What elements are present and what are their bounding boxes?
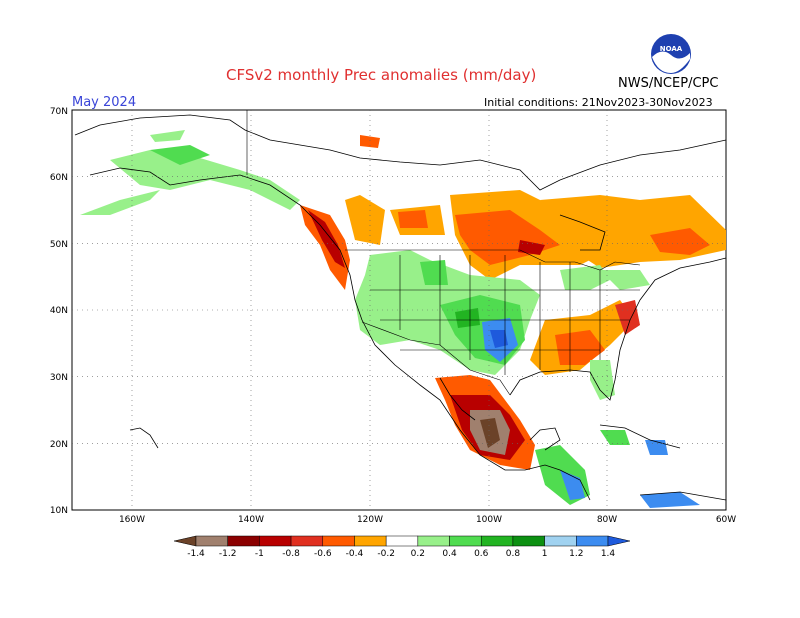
lat-label: 20N bbox=[50, 440, 68, 450]
colorbar-label: -1.4 bbox=[187, 549, 205, 559]
colorbar-segment bbox=[480, 535, 514, 547]
lat-label: 40N bbox=[50, 306, 68, 316]
latitude-labels: 70N 60N 50N 40N 30N 20N 10N bbox=[50, 107, 68, 516]
colorbar-segment bbox=[576, 535, 609, 547]
colorbar-segment bbox=[322, 535, 355, 547]
noaa-logo: NOAA bbox=[651, 34, 691, 74]
longitude-labels: 160W 140W 120W 100W 80W 60W bbox=[119, 515, 736, 525]
forecast-month: May 2024 bbox=[72, 95, 137, 110]
colorbar-label: 1 bbox=[542, 549, 548, 559]
coastlines bbox=[74, 114, 727, 501]
colorbar-label: -0.2 bbox=[377, 549, 395, 559]
map-title: CFSv2 monthly Prec anomalies (mm/day) bbox=[226, 66, 537, 84]
colorbar-label: 1.2 bbox=[569, 549, 583, 559]
colorbar-segment bbox=[449, 535, 482, 547]
colorbar-label: -0.4 bbox=[346, 549, 364, 559]
agency-label: NWS/NCEP/CPC bbox=[618, 76, 719, 91]
colorbar-segment bbox=[259, 535, 292, 547]
colorbar-segment bbox=[417, 535, 450, 547]
colorbar-label: -0.8 bbox=[282, 549, 300, 559]
lon-label: 100W bbox=[476, 515, 502, 525]
colorbar-label: -0.6 bbox=[314, 549, 332, 559]
gridlines bbox=[72, 110, 726, 510]
colorbar-label: 1.4 bbox=[601, 549, 616, 559]
colorbar-segment bbox=[173, 535, 197, 547]
colorbar: -1.4 -1.2 -1 -0.8 -0.6 -0.4 -0.2 0.2 0.4 0.6 0.8 1 1… bbox=[173, 535, 631, 559]
anomaly-shading bbox=[80, 130, 726, 508]
colorbar-segment bbox=[195, 535, 228, 547]
colorbar-segment bbox=[227, 535, 260, 547]
colorbar-label: 0.2 bbox=[411, 549, 425, 559]
colorbar-segment bbox=[607, 535, 631, 547]
colorbar-label: 0.4 bbox=[442, 549, 457, 559]
colorbar-segment bbox=[290, 535, 324, 547]
colorbar-segment bbox=[512, 535, 545, 547]
logo-text: NOAA bbox=[660, 45, 683, 53]
colorbar-segment bbox=[385, 535, 419, 547]
colorbar-label: -1.2 bbox=[219, 549, 237, 559]
lon-label: 160W bbox=[119, 515, 145, 525]
lat-label: 70N bbox=[50, 107, 68, 117]
colorbar-label: -1 bbox=[255, 549, 264, 559]
initial-conditions: Initial conditions: 21Nov2023-30Nov2023 bbox=[484, 96, 713, 109]
lon-label: 60W bbox=[716, 515, 736, 525]
colorbar-segment bbox=[354, 535, 387, 547]
lat-label: 60N bbox=[50, 173, 68, 183]
colorbar-segment bbox=[544, 535, 577, 547]
lat-label: 30N bbox=[50, 373, 68, 383]
lon-label: 140W bbox=[238, 515, 264, 525]
lat-label: 10N bbox=[50, 506, 68, 516]
lon-label: 80W bbox=[597, 515, 617, 525]
political-borders bbox=[246, 110, 641, 396]
lon-label: 120W bbox=[357, 515, 383, 525]
colorbar-label: 0.6 bbox=[474, 549, 489, 559]
lat-label: 50N bbox=[50, 240, 68, 250]
colorbar-label: 0.8 bbox=[506, 549, 521, 559]
